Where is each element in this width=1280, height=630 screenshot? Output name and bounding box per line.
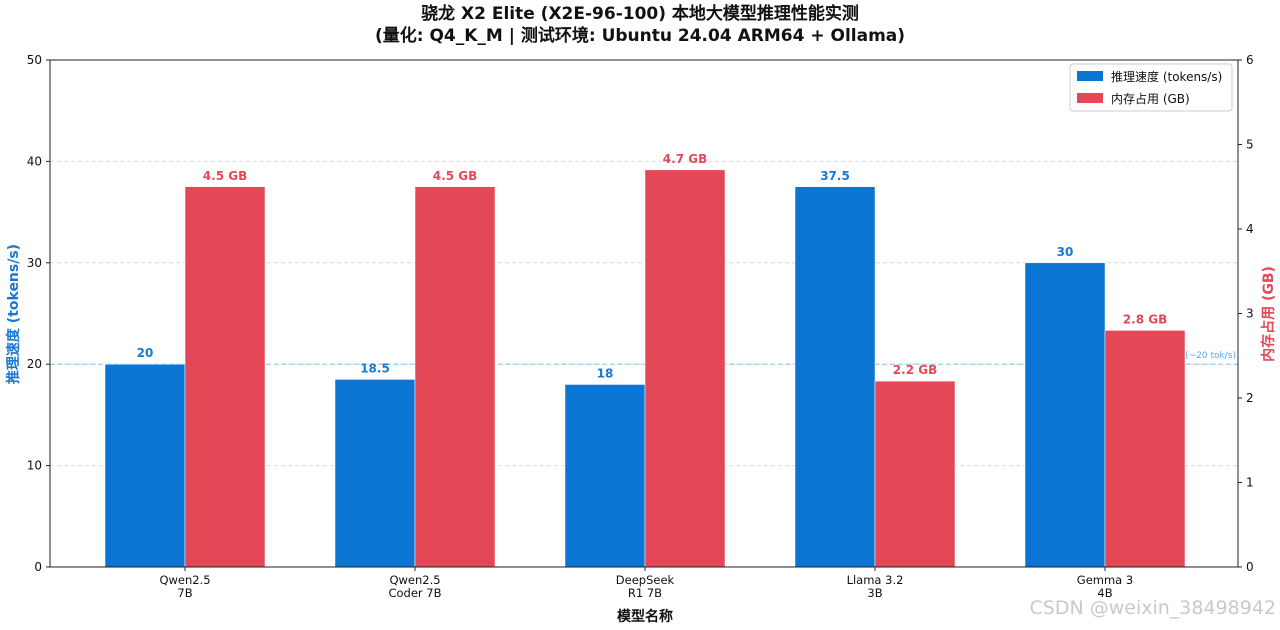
y-right-tick-label: 3 bbox=[1246, 307, 1254, 321]
y-right-tick-label: 6 bbox=[1246, 53, 1254, 67]
y-axis-right: 0 1 2 3 4 5 6 bbox=[1238, 53, 1254, 574]
x-tick-label: Qwen2.5 bbox=[389, 573, 440, 587]
watermark: CSDN @weixin_38498942 bbox=[1030, 597, 1277, 619]
x-axis-label: 模型名称 bbox=[617, 608, 673, 625]
y-left-tick-label: 40 bbox=[27, 154, 42, 168]
x-tick-label: Llama 3.2 bbox=[847, 573, 904, 587]
bar-memory bbox=[644, 169, 726, 568]
bar-memory-label: 4.5 GB bbox=[433, 169, 477, 183]
x-tick-label: Coder 7B bbox=[388, 586, 441, 600]
x-tick-label: 3B bbox=[867, 586, 882, 600]
y-left-tick-label: 30 bbox=[27, 256, 42, 270]
y-axis-left: 0 10 20 30 40 50 bbox=[27, 53, 50, 574]
y-axis-right-label: 内存占用 (GB) bbox=[1260, 266, 1277, 362]
bar-speed bbox=[794, 186, 876, 568]
bar-speed bbox=[564, 384, 646, 568]
y-right-tick-label: 4 bbox=[1246, 222, 1254, 236]
bar-speed-label: 37.5 bbox=[820, 169, 850, 183]
x-tick-label: Qwen2.5 bbox=[159, 573, 210, 587]
x-tick-label: 4B bbox=[1097, 586, 1112, 600]
bars bbox=[104, 169, 1186, 568]
bar-memory bbox=[414, 186, 496, 568]
bar-speed-label: 30 bbox=[1057, 245, 1074, 259]
bar-speed-label: 20 bbox=[137, 346, 154, 360]
y-left-tick-label: 0 bbox=[34, 560, 42, 574]
chart-subtitle: (量化: Q4_K_M | 测试环境: Ubuntu 24.04 ARM64 +… bbox=[375, 25, 905, 46]
bar-memory bbox=[184, 186, 266, 568]
y-left-tick-label: 50 bbox=[27, 53, 42, 67]
y-right-tick-label: 5 bbox=[1246, 138, 1254, 152]
x-tick-label: 7B bbox=[177, 586, 192, 600]
bar-memory bbox=[1104, 330, 1186, 568]
legend: 推理速度 (tokens/s) 内存占用 (GB) bbox=[1069, 63, 1233, 112]
chart-title: 骁龙 X2 Elite (X2E-96-100) 本地大模型推理性能实测 bbox=[421, 3, 859, 24]
x-tick-label: Gemma 3 bbox=[1077, 573, 1133, 587]
legend-swatch-speed bbox=[1077, 71, 1103, 81]
legend-label-speed: 推理速度 (tokens/s) bbox=[1111, 69, 1222, 84]
y-axis-left-label: 推理速度 (tokens/s) bbox=[5, 244, 22, 384]
legend-box bbox=[1069, 63, 1233, 112]
y-left-tick-label: 20 bbox=[27, 357, 42, 371]
y-left-tick-label: 10 bbox=[27, 459, 42, 473]
y-right-tick-label: 0 bbox=[1246, 560, 1254, 574]
bar-speed bbox=[334, 379, 416, 568]
bar-memory-label: 2.8 GB bbox=[1123, 312, 1167, 326]
bar-speed bbox=[104, 363, 186, 568]
bar-speed-label: 18.5 bbox=[360, 361, 390, 375]
bar-speed-label: 18 bbox=[597, 366, 614, 380]
bar-memory bbox=[874, 380, 956, 568]
legend-label-memory: 内存占用 (GB) bbox=[1111, 91, 1190, 106]
legend-swatch-memory bbox=[1077, 93, 1103, 103]
bar-memory-label: 2.2 GB bbox=[893, 363, 937, 377]
bar-speed bbox=[1024, 262, 1106, 568]
bar-memory-label: 4.7 GB bbox=[663, 152, 707, 166]
x-tick-label: DeepSeek bbox=[616, 573, 675, 587]
y-right-tick-label: 2 bbox=[1246, 391, 1254, 405]
x-tick-label: R1 7B bbox=[628, 586, 662, 600]
y-right-tick-label: 1 bbox=[1246, 476, 1254, 490]
bar-memory-label: 4.5 GB bbox=[203, 169, 247, 183]
bar-labels: 20 4.5 GB 18.5 4.5 GB 18 4.7 GB 37.5 2.2 GB 30 2.… bbox=[137, 152, 1168, 381]
